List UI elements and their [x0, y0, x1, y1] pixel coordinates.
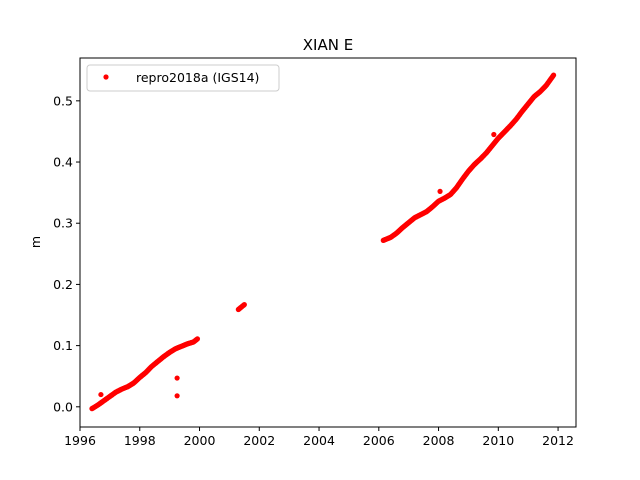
x-axis: 1996 1998 2000 2002 2004 2006 2008 2010 2012 [64, 427, 574, 448]
y-axis: 0.0 0.1 0.2 0.3 0.4 0.5 [53, 93, 80, 414]
data-point [550, 72, 557, 78]
outlier-point [174, 393, 180, 399]
y-tick-label: 0.1 [53, 338, 73, 353]
outlier-point [491, 131, 497, 138]
y-tick-label: 0.4 [53, 155, 73, 170]
x-tick-label: 1996 [64, 433, 96, 448]
data-point [241, 302, 247, 308]
legend: repro2018a (IGS14) [86, 64, 280, 92]
y-tick-label: 0.0 [53, 399, 73, 414]
chart-title: XIAN E [303, 36, 353, 54]
x-tick-label: 2012 [542, 433, 574, 448]
x-tick-label: 2004 [303, 433, 335, 448]
plot-frame [79, 57, 577, 428]
legend-box [86, 64, 280, 92]
outlier-point [174, 375, 180, 381]
legend-label: repro2018a (IGS14) [136, 70, 259, 85]
data-layer [89, 72, 557, 412]
outlier-point [437, 188, 443, 194]
legend-marker [103, 74, 109, 80]
x-tick-label: 2008 [423, 433, 455, 448]
x-tick-label: 2000 [184, 433, 216, 448]
y-tick-label: 0.5 [53, 93, 73, 108]
data-point [194, 336, 201, 342]
outlier-point [98, 391, 104, 398]
x-tick-label: 2002 [243, 433, 275, 448]
x-tick-label: 2006 [363, 433, 395, 448]
y-tick-label: 0.3 [53, 216, 73, 231]
x-tick-label: 2010 [482, 433, 514, 448]
y-tick-label: 0.2 [53, 277, 73, 292]
x-tick-label: 1998 [124, 433, 156, 448]
y-axis-label: m [28, 236, 43, 248]
